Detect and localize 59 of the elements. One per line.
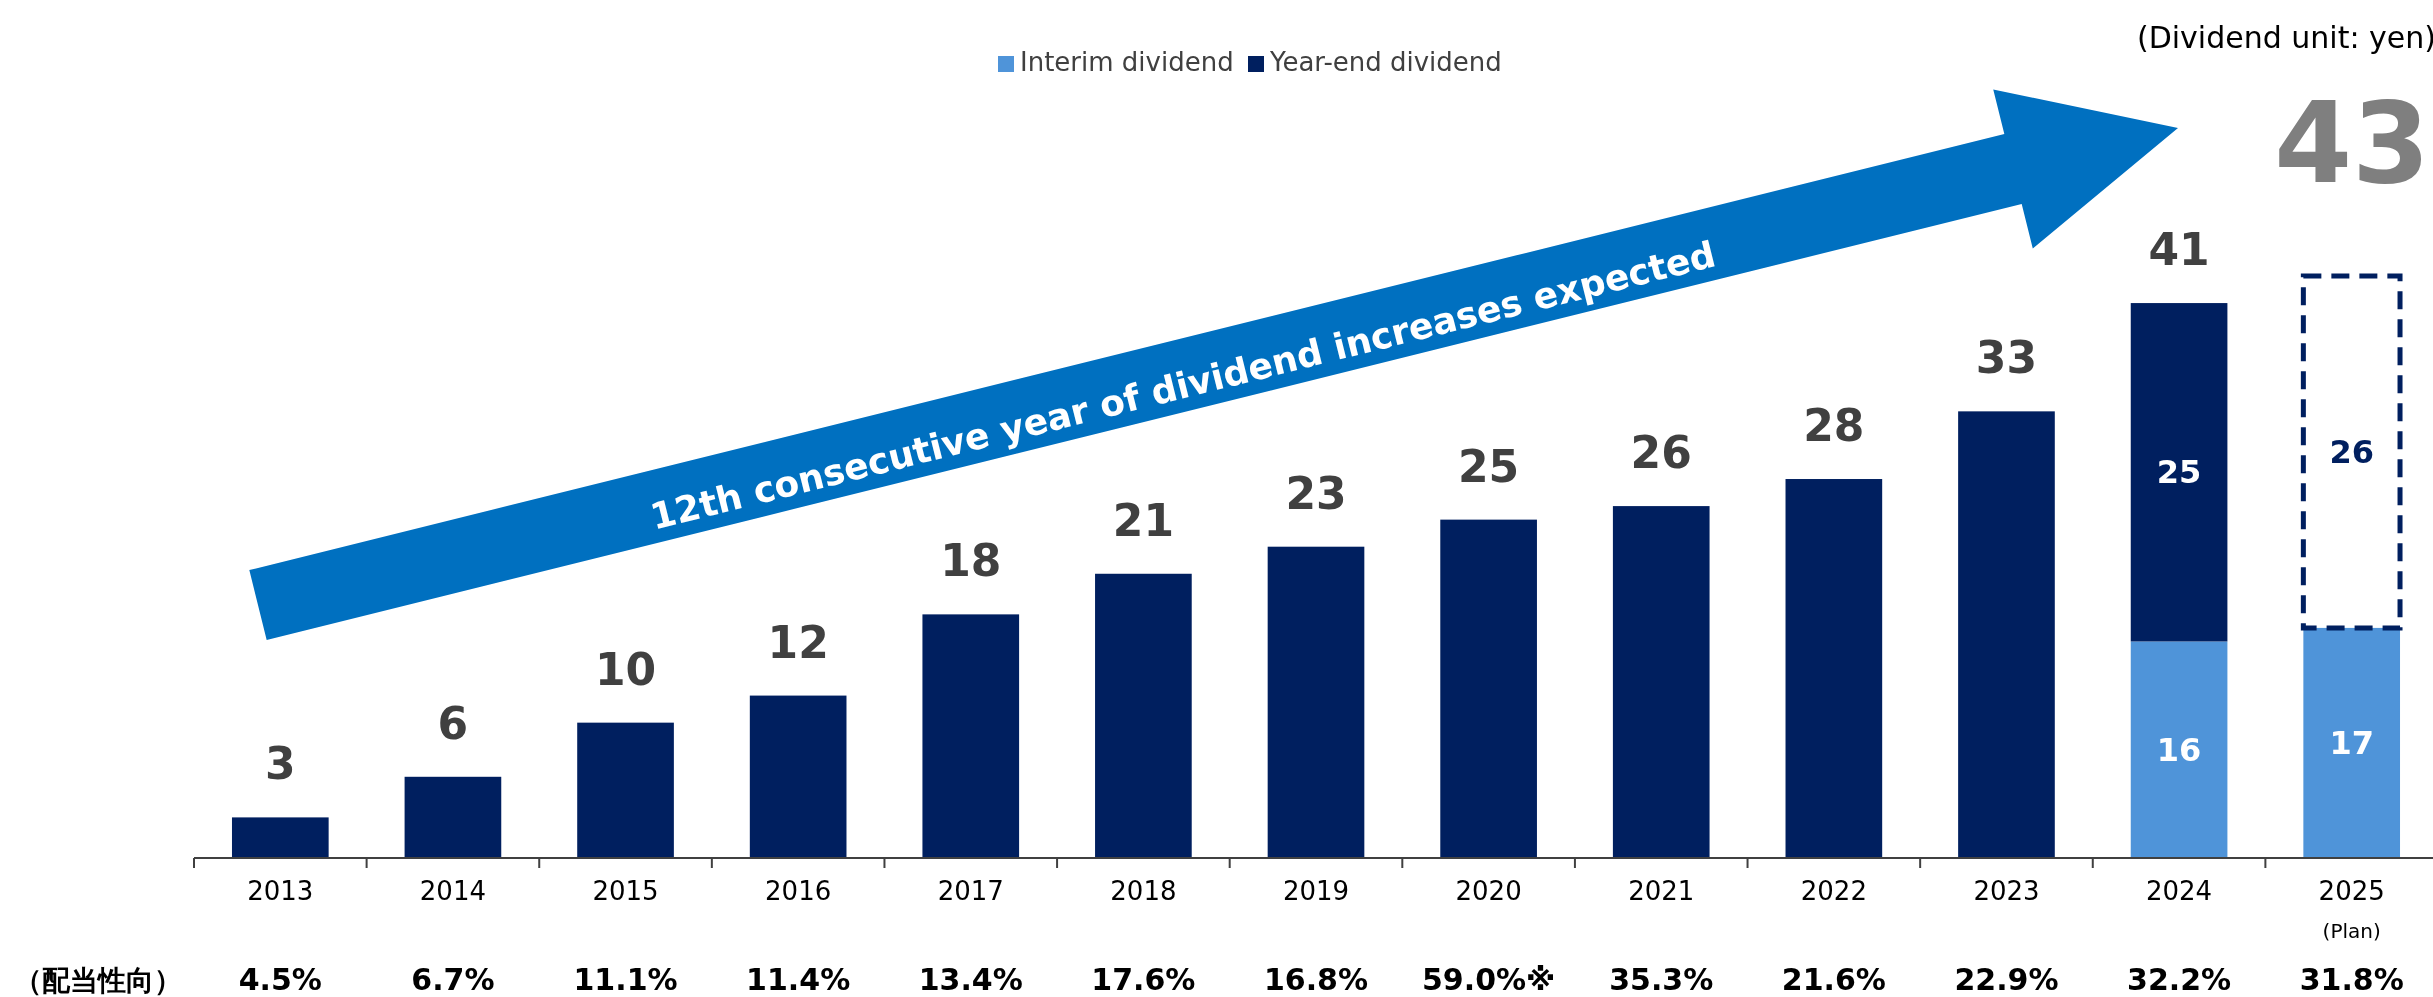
- x-tick-label: 2024: [2145, 876, 2213, 906]
- data-label: 17: [2329, 723, 2374, 762]
- text: 22.9%: [1954, 962, 2059, 997]
- bar: [231, 817, 329, 858]
- total-label: 23: [1285, 467, 1347, 519]
- text: （配当性向）: [14, 964, 182, 997]
- total-label: 10: [594, 643, 657, 695]
- bar: [1095, 573, 1192, 858]
- total-label: 41: [2148, 224, 2210, 276]
- total-label: 26: [1630, 427, 1692, 479]
- data-label: 16: [2156, 730, 2202, 769]
- total-label: 21: [1112, 494, 1174, 546]
- text: 31.8%: [2299, 962, 2404, 997]
- text: 35.3%: [1609, 962, 1714, 997]
- bar: [2130, 303, 2228, 642]
- text: 59.0%※: [1421, 962, 1556, 997]
- total-label: 18: [940, 535, 1002, 587]
- total-label: 12: [767, 616, 829, 668]
- bar: [404, 776, 502, 858]
- x-tick-label: 2014: [419, 876, 487, 906]
- text: 16.8%: [1263, 962, 1369, 997]
- bar: [2130, 641, 2228, 858]
- text: 17.6%: [1091, 962, 1196, 997]
- text: 21.6%: [1781, 962, 1886, 997]
- text: 32.2%: [2127, 962, 2232, 997]
- text: 6.7%: [411, 962, 495, 997]
- bar: [1440, 519, 1537, 858]
- x-tick-label: 2021: [1628, 876, 1695, 906]
- x-tick-label: 2017: [937, 876, 1004, 906]
- total-label: 3: [265, 738, 296, 790]
- total-label: 28: [1803, 400, 1865, 452]
- text: 13.4%: [918, 962, 1023, 997]
- x-tick-label: 2019: [1282, 876, 1350, 906]
- total-label: 25: [1458, 440, 1520, 492]
- legend-label: Interim dividend: [1020, 47, 1234, 77]
- total-label: 33: [1975, 332, 2038, 384]
- x-tick-label: 2013: [247, 876, 314, 906]
- bar: [1612, 506, 1710, 858]
- text: (Dividend unit: yen): [2136, 20, 2433, 55]
- bar: [749, 695, 847, 858]
- data-label: 25: [2156, 453, 2202, 492]
- x-tick-label: 2022: [1800, 876, 1867, 906]
- data-label: 26: [2329, 432, 2374, 471]
- bar: [577, 722, 674, 858]
- x-tick-label: 2015: [592, 876, 659, 906]
- text: 11.1%: [573, 962, 678, 997]
- total-label: 43: [2274, 78, 2430, 208]
- bar: [1785, 479, 1883, 858]
- total-label: 6: [437, 697, 469, 749]
- x-tick-label: 2023: [1973, 876, 2040, 906]
- legend-label: Year-end dividend: [1269, 47, 1502, 77]
- x-tick-label: 2018: [1110, 876, 1177, 906]
- bar: [922, 614, 1020, 858]
- text: 11.4%: [746, 962, 851, 997]
- bar: [1267, 546, 1365, 858]
- text: 4.5%: [238, 962, 322, 997]
- bar: [1958, 411, 2055, 858]
- x-tick-label: 2016: [765, 876, 832, 906]
- x-tick-label: 2020: [1455, 876, 1522, 906]
